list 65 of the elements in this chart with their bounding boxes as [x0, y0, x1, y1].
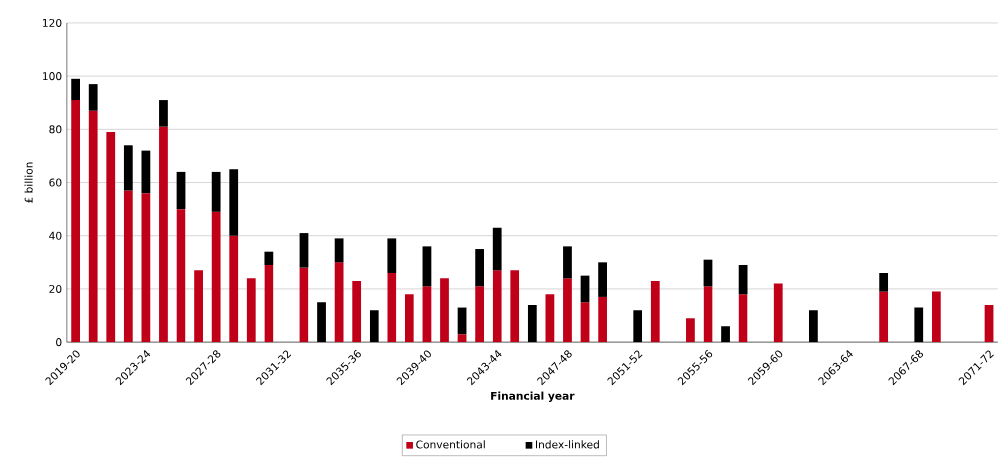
bar [123, 145, 133, 191]
bar [563, 246, 572, 279]
y-tick-label: 120 [43, 18, 62, 28]
bar [931, 291, 941, 343]
bar [229, 235, 239, 343]
bar [879, 291, 889, 343]
bar [159, 126, 168, 343]
x-axis-title: Financial year [491, 391, 575, 403]
bar [264, 265, 274, 343]
bar [159, 100, 168, 127]
y-tick-label: 40 [49, 231, 62, 240]
y-tick-label: 0 [56, 338, 62, 347]
bar [492, 270, 502, 343]
bar [176, 171, 186, 210]
bar [387, 273, 397, 343]
legend-label: Conventional [416, 440, 485, 449]
bar [334, 262, 344, 343]
bar [984, 304, 994, 343]
legend-label: Index-linked [536, 440, 599, 449]
bar [422, 286, 432, 343]
bar [457, 334, 467, 343]
bar [703, 286, 713, 343]
bar [773, 283, 783, 343]
bar [194, 270, 203, 343]
bar [738, 265, 748, 295]
bar [71, 100, 81, 343]
y-axis-title: £ billion [24, 162, 33, 203]
bar [141, 150, 151, 194]
bar [650, 281, 660, 343]
bar [106, 132, 116, 343]
bar [211, 211, 221, 343]
y-tick-label: 60 [49, 178, 62, 187]
bar [352, 281, 362, 343]
bar [88, 84, 98, 111]
bar [88, 110, 98, 343]
bar [334, 238, 344, 263]
bar [387, 238, 397, 274]
bar [686, 318, 695, 343]
bar [141, 193, 151, 343]
bar [264, 251, 274, 266]
bar [299, 233, 309, 268]
bar [123, 190, 133, 343]
y-tick-label: 20 [49, 284, 62, 294]
bar [211, 171, 221, 212]
bar [563, 278, 572, 343]
bar [510, 270, 520, 343]
bar [545, 294, 555, 343]
bar [246, 278, 256, 343]
bar [475, 249, 485, 287]
bar [71, 78, 81, 101]
bar [598, 262, 607, 297]
bar [229, 169, 239, 236]
bar [738, 294, 748, 343]
bar [879, 273, 889, 292]
bar [580, 302, 590, 343]
bar [422, 246, 432, 287]
y-tick-label: 100 [43, 72, 62, 81]
bar [440, 278, 449, 343]
y-tick-label: 80 [49, 125, 62, 134]
bar [492, 227, 502, 271]
bar [176, 209, 186, 343]
bar [475, 286, 485, 343]
bar [299, 267, 309, 343]
bar [404, 294, 414, 343]
bar [598, 296, 607, 343]
